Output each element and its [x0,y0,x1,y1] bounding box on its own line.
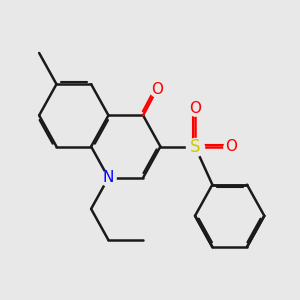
Text: O: O [225,139,237,154]
Text: N: N [103,170,114,185]
Text: O: O [189,101,201,116]
Text: O: O [151,82,163,97]
Text: S: S [190,137,200,155]
